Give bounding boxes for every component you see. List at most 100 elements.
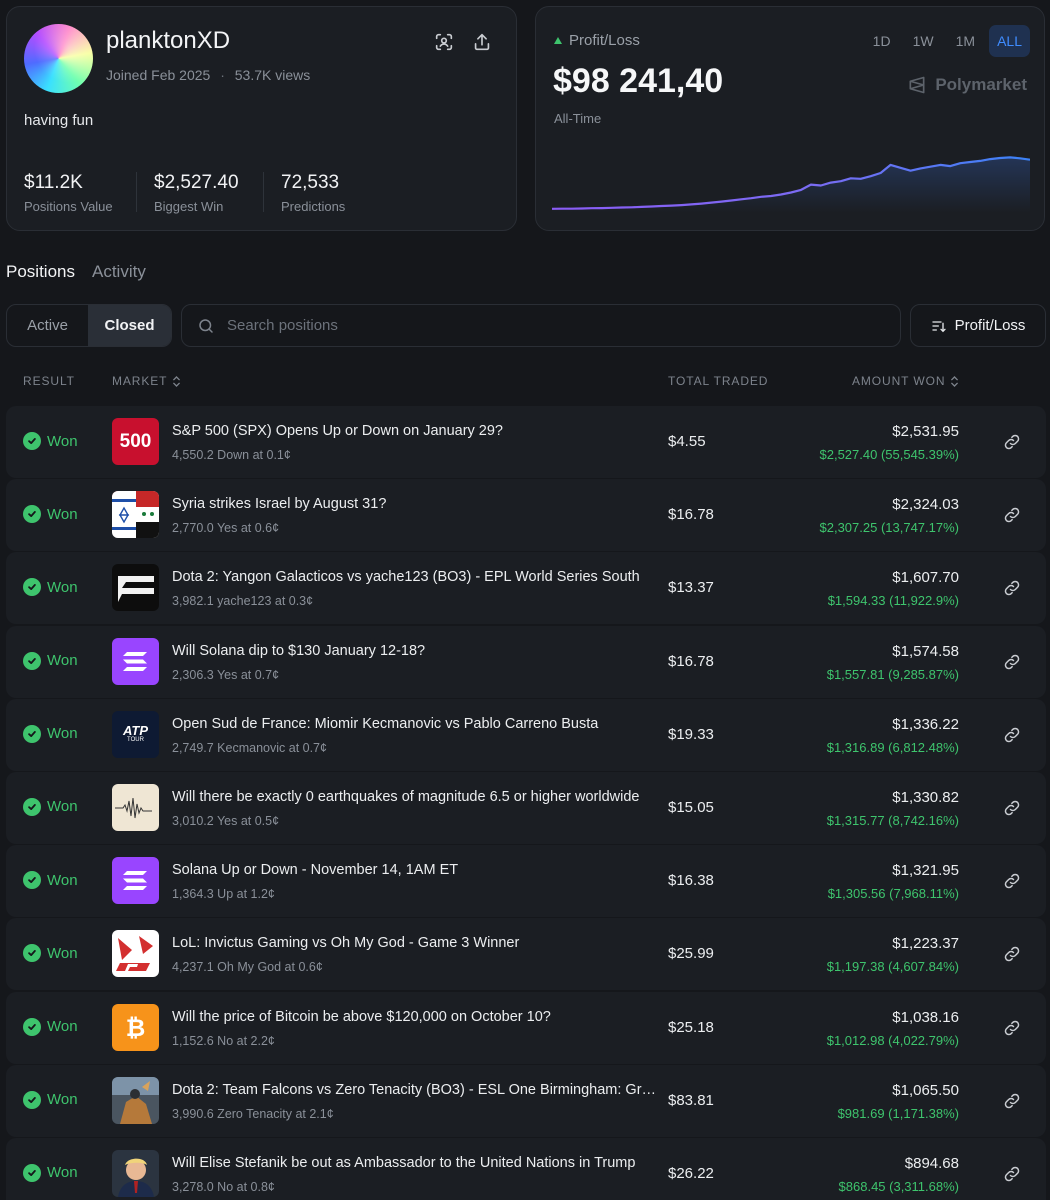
column-result: RESULT — [23, 374, 75, 388]
link-icon[interactable] — [1003, 872, 1021, 890]
result-text: Won — [47, 725, 78, 743]
check-circle-icon — [23, 871, 41, 890]
range-1d[interactable]: 1D — [872, 33, 891, 49]
total-traded: $16.38 — [668, 872, 714, 890]
amount-won: $1,321.95 — [892, 862, 959, 880]
username: planktonXD — [106, 27, 231, 54]
market-title[interactable]: S&P 500 (SPX) Opens Up or Down on Januar… — [172, 423, 504, 439]
table-row[interactable]: Won ₿ Will the price of Bitcoin be above… — [6, 991, 1046, 1064]
total-traded: $4.55 — [668, 433, 706, 450]
stat-label: Biggest Win — [154, 199, 224, 214]
link-icon[interactable] — [1003, 1165, 1021, 1183]
market-title[interactable]: Solana Up or Down - November 14, 1AM ET — [172, 862, 459, 879]
lpl-thumbnail — [112, 930, 159, 978]
link-icon[interactable] — [1003, 726, 1021, 744]
market-position: 4,550.2 Down at 0.1¢ — [172, 448, 291, 462]
market-title[interactable]: Syria strikes Israel by August 31? — [172, 496, 387, 513]
thumb-subtext: TOUR — [127, 736, 144, 743]
up-triangle-icon — [554, 37, 562, 44]
sort-button[interactable]: Profit/Loss — [910, 304, 1046, 347]
stat-value: 72,533 — [281, 172, 340, 193]
profit-percent: $1,316.89 (6,812.48%) — [826, 739, 959, 755]
column-amount-won-label: AMOUNT WON — [852, 374, 946, 388]
market-position: 3,982.1 yache123 at 0.3¢ — [172, 594, 314, 609]
link-icon[interactable] — [1003, 653, 1021, 671]
range-all[interactable]: ALL — [989, 25, 1030, 57]
pnl-label-text: Profit/Loss — [569, 32, 640, 49]
market-position: 2,770.0 Yes at 0.6¢ — [172, 521, 280, 536]
filter-closed[interactable]: Closed — [88, 305, 171, 346]
link-icon[interactable] — [1003, 1019, 1021, 1037]
profile-card: planktonXD Joined Feb 2025 · 53.7K views… — [6, 6, 517, 231]
bitcoin-thumbnail: ₿ — [112, 1003, 159, 1051]
profit-percent: $1,594.33 (11,922.9%) — [827, 593, 959, 609]
table-row[interactable]: Won Syria strikes Israel by August 31? 2… — [6, 479, 1046, 552]
scan-icon[interactable] — [433, 31, 455, 53]
amount-won: $1,330.82 — [892, 788, 959, 806]
tab-activity[interactable]: Activity — [91, 262, 146, 281]
pnl-chart[interactable] — [552, 147, 1030, 213]
search-icon — [199, 318, 213, 333]
avatar[interactable] — [24, 24, 93, 93]
amount-won: $1,065.50 — [892, 1081, 959, 1099]
thumb-text: 500 — [119, 430, 152, 452]
tab-positions[interactable]: Positions — [6, 262, 75, 281]
total-traded: $26.22 — [668, 1164, 714, 1182]
market-title[interactable]: LoL: Invictus Gaming vs Oh My God - Game… — [172, 935, 520, 952]
market-title[interactable]: Dota 2: Yangon Galacticos vs yache123 (B… — [172, 569, 640, 586]
result-text: Won — [47, 652, 78, 670]
market-title[interactable]: Dota 2: Team Falcons vs Zero Tenacity (B… — [172, 1081, 660, 1098]
pnl-label: Profit/Loss — [554, 32, 640, 49]
link-icon[interactable] — [1003, 945, 1021, 963]
sort-toggle-icon — [173, 375, 181, 387]
market-title[interactable]: Will the price of Bitcoin be above $120,… — [172, 1008, 551, 1025]
table-row[interactable]: Won Dota 2: Team Falcons vs Zero Tenacit… — [6, 1064, 1046, 1137]
filter-active[interactable]: Active — [27, 317, 68, 334]
result-text: Won — [47, 1091, 78, 1109]
atp-thumbnail: ATP TOUR — [112, 710, 159, 758]
link-icon[interactable] — [1003, 433, 1021, 451]
market-title[interactable]: Will Elise Stefanik be out as Ambassador… — [172, 1154, 636, 1171]
table-row[interactable]: Won Will Solana dip to $130 January 12-1… — [6, 625, 1046, 698]
search-input[interactable] — [227, 317, 827, 334]
range-1m[interactable]: 1M — [955, 33, 976, 49]
svg-text:₿: ₿ — [126, 1014, 146, 1042]
total-traded: $25.18 — [668, 1018, 714, 1036]
market-title[interactable]: Open Sud de France: Miomir Kecmanovic vs… — [172, 715, 599, 732]
column-market[interactable]: MARKET — [112, 374, 181, 388]
table-row[interactable]: Won Will Elise Stefanik be out as Ambass… — [6, 1137, 1046, 1200]
market-position: 2,306.3 Yes at 0.7¢ — [172, 667, 280, 682]
share-icon[interactable] — [471, 31, 493, 53]
sort-icon — [931, 320, 946, 332]
result-badge: Won — [23, 432, 78, 450]
link-icon[interactable] — [1003, 579, 1021, 597]
table-row[interactable]: Won LoL: Invictus Gaming vs Oh My God - … — [6, 918, 1046, 991]
table-row[interactable]: Won Dota 2: Yangon Galacticos vs yache12… — [6, 552, 1046, 625]
table-row[interactable]: Won 500 S&P 500 (SPX) Opens Up or Down o… — [6, 406, 1046, 478]
range-selector: 1D 1W 1M ALL — [865, 25, 1030, 57]
column-amount-won[interactable]: AMOUNT WON — [852, 374, 959, 388]
profit-percent: $1,557.81 (9,285.87%) — [826, 666, 959, 682]
sort-label: Profit/Loss — [954, 317, 1026, 334]
link-icon[interactable] — [1003, 506, 1021, 524]
polymarket-logo-icon — [909, 76, 925, 94]
bio: having fun — [24, 112, 94, 129]
spx-thumbnail: 500 — [112, 418, 159, 465]
market-position: 3,990.6 Zero Tenacity at 2.1¢ — [172, 1106, 334, 1121]
table-row[interactable]: Won Solana Up or Down - November 14, 1AM… — [6, 845, 1046, 918]
market-title[interactable]: Will there be exactly 0 earthquakes of m… — [172, 788, 640, 805]
thumb-text: ATP — [122, 722, 149, 738]
table-row[interactable]: Won ATP TOUR Open Sud de France: Miomir K… — [6, 698, 1046, 771]
pnl-value: $98 241,40 — [553, 62, 724, 100]
market-title[interactable]: Will Solana dip to $130 January 12-18? — [172, 642, 426, 659]
result-badge: Won — [23, 651, 78, 670]
result-text: Won — [47, 432, 78, 450]
person-thumbnail — [112, 1149, 159, 1197]
range-1w[interactable]: 1W — [912, 33, 934, 49]
link-icon[interactable] — [1003, 1092, 1021, 1110]
check-circle-icon — [23, 651, 41, 670]
market-position: 3,010.2 Yes at 0.5¢ — [172, 813, 280, 828]
search-box — [181, 304, 901, 347]
link-icon[interactable] — [1003, 799, 1021, 817]
table-row[interactable]: Won Will there be exactly 0 earthquakes … — [6, 771, 1046, 844]
